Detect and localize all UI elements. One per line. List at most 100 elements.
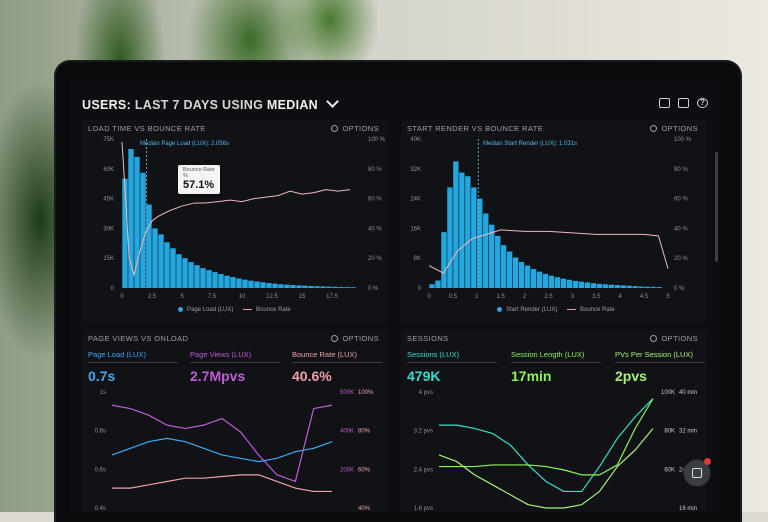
kpi-value: 0.7s — [88, 368, 116, 384]
legend-dot-icon — [497, 307, 502, 312]
x-tick-label: 10 — [239, 294, 246, 300]
histogram-bar — [429, 284, 435, 288]
histogram-bar — [590, 283, 596, 288]
y2-tick-label: 20 % — [368, 256, 382, 262]
histogram-bar — [566, 279, 573, 288]
panel-pageviews-vs-onload: PAGE VIEWS VS ONLOAD OPTIONS Page Load (… — [82, 330, 387, 512]
notification-badge — [704, 458, 711, 465]
y-right-tick-label: 200K — [340, 467, 354, 473]
histogram-bar — [122, 178, 128, 288]
legend-line-icon — [567, 308, 577, 311]
help-icon[interactable]: ? — [697, 98, 708, 108]
kpi-value: 2pvs — [615, 368, 647, 384]
title-range: LAST 7 DAYS — [134, 98, 219, 112]
histogram-bar — [435, 280, 441, 288]
kpi-session-length: Session Length (LUX) 17min — [511, 350, 601, 384]
y-tick-label: 0 — [418, 286, 422, 292]
kpi-label: Sessions (LUX) — [407, 350, 497, 363]
histogram-bar — [350, 287, 356, 288]
panel-title: LOAD TIME VS BOUNCE RATE — [88, 124, 206, 133]
histogram-bar — [212, 272, 218, 288]
histogram-bar — [320, 286, 326, 288]
tooltip-value: 57.1% — [183, 179, 215, 191]
histogram-bar — [266, 283, 272, 288]
options-button[interactable]: OPTIONS — [650, 124, 698, 133]
series-line — [112, 474, 332, 493]
histogram-bar — [626, 285, 632, 288]
x-tick-label: 3 — [571, 294, 575, 300]
y-tick-label: 8K — [414, 256, 421, 262]
histogram-bar — [248, 280, 254, 288]
options-button[interactable]: OPTIONS — [650, 334, 698, 343]
histogram-bar — [224, 275, 230, 288]
x-tick-label: 7.5 — [208, 294, 217, 300]
y-tick-label: 40K — [410, 137, 421, 143]
y2-tick-label: 80 % — [674, 167, 688, 173]
y-tick-label: 15K — [103, 256, 114, 262]
histogram-bar — [308, 286, 314, 288]
y-tick-label: 1.6 pvs — [414, 506, 433, 512]
x-tick-label: 15 — [299, 294, 306, 300]
y-tick-label: 75K — [103, 137, 114, 143]
x-tick-label: 4 — [619, 294, 623, 300]
options-button[interactable]: OPTIONS — [331, 124, 379, 133]
chevron-down-icon — [325, 95, 339, 108]
histogram-bar — [578, 281, 585, 288]
options-label: OPTIONS — [342, 124, 379, 133]
histogram-bar — [314, 286, 320, 288]
panel-sessions: SESSIONS OPTIONS Sessions (LUX) 479K Ses… — [401, 330, 706, 512]
kpi-label: Session Length (LUX) — [511, 350, 601, 363]
histogram-bar — [284, 284, 290, 288]
histogram-bar — [441, 232, 447, 288]
scrollbar[interactable] — [715, 152, 718, 262]
series-line — [439, 398, 654, 493]
series-line — [111, 437, 333, 463]
legend-line: Bounce Rate — [256, 307, 291, 314]
histogram-bar — [146, 204, 152, 288]
image-icon[interactable] — [678, 98, 689, 108]
histogram-bar — [344, 287, 350, 288]
kpi-label: Page Load (LUX) — [88, 350, 178, 363]
kpi-value: 40.6% — [292, 368, 332, 384]
x-tick-label: 0 — [427, 294, 431, 300]
panel-render-vs-bounce: START RENDER VS BOUNCE RATE OPTIONS 0 8K 1… — [401, 120, 706, 322]
series-line — [111, 404, 333, 483]
chart-legend: Page Load (LUX) Bounce Rate — [178, 307, 291, 313]
histogram-bar — [200, 268, 206, 288]
histogram-bar — [560, 278, 567, 288]
histogram-bar — [182, 258, 188, 288]
pageviews-line-chart: 0.4s 0.6s 0.8s 1s 200K 400K 500K 40% 60% 80% 100% — [95, 390, 374, 512]
y-right-tick-label: 80K — [664, 429, 675, 435]
x-tick-label: 5 — [666, 294, 670, 300]
histogram-bar — [134, 156, 140, 288]
x-tick-label: 2.5 — [544, 294, 553, 300]
monitor-icon[interactable] — [659, 98, 670, 108]
gear-icon — [331, 335, 339, 342]
histogram-bar — [459, 172, 465, 288]
y-tick-label: 16K — [410, 226, 421, 232]
y-right2-tick-label: 40% — [358, 506, 371, 512]
histogram-bar — [194, 265, 200, 288]
dashboard-title-dropdown[interactable]: USERS: LAST 7 DAYS USING MEDIAN — [82, 95, 339, 112]
options-button[interactable]: OPTIONS — [331, 334, 379, 343]
y-right-tick-label: 500K — [340, 390, 354, 396]
y-tick-label: 0.8s — [95, 429, 106, 435]
y-tick-label: 60K — [103, 167, 114, 173]
histogram-bar — [471, 187, 477, 288]
y2-tick-label: 0 % — [674, 286, 685, 292]
bounce-tooltip: Bounce Rate % 57.1% — [178, 165, 220, 194]
panel-title: SESSIONS — [407, 334, 449, 343]
y-tick-label: 24K — [410, 197, 421, 203]
histogram-bar — [290, 285, 296, 288]
histogram-bar — [614, 285, 620, 288]
histogram-bar — [483, 213, 489, 288]
histogram-bar — [650, 286, 656, 288]
x-tick-label: 1 — [475, 294, 479, 300]
histogram-bar — [236, 278, 242, 288]
options-label: OPTIONS — [342, 334, 379, 343]
histogram-bar — [512, 257, 519, 288]
histogram-bar — [242, 279, 248, 288]
y2-tick-label: 100 % — [368, 137, 386, 143]
y-tick-label: 3.2 pvs — [414, 429, 433, 435]
bounce-rate-line — [121, 141, 351, 277]
